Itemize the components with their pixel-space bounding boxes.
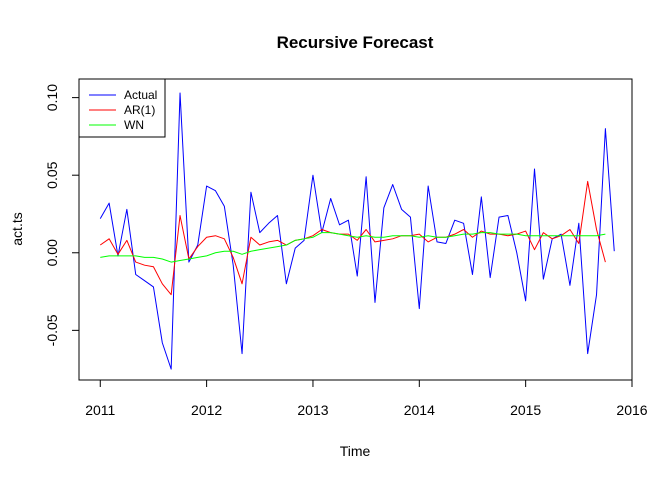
x-tick-label: 2013 <box>297 402 328 418</box>
y-tick-label: 0.05 <box>44 161 60 188</box>
legend-label-wn: WN <box>124 118 144 132</box>
legend-label-ar-1: AR(1) <box>124 103 155 117</box>
x-tick-label: 2016 <box>616 402 647 418</box>
x-tick-label: 2015 <box>510 402 541 418</box>
series-layer <box>99 92 615 370</box>
y-tick-label: 0.00 <box>44 239 60 266</box>
x-tick-label: 2014 <box>404 402 435 418</box>
legend-label-actual: Actual <box>124 88 157 102</box>
axes-layer: 2011 2012 2013 2014 2015 2016 -0.05 0.00 0.05 0.1… <box>44 84 648 418</box>
series-line-actual <box>99 92 615 370</box>
x-tick-label: 2012 <box>191 402 222 418</box>
x-tick-label: 2011 <box>85 402 115 418</box>
y-tick-label: 0.10 <box>44 84 60 111</box>
x-axis-label: Time <box>340 443 371 459</box>
y-axis-label: act.ts <box>9 212 25 245</box>
series-line-wn <box>100 232 606 263</box>
chart-title: Recursive Forecast <box>277 33 434 52</box>
legend-box <box>78 78 166 138</box>
series-line-ar-1 <box>99 180 606 296</box>
y-tick-label: -0.05 <box>44 314 60 346</box>
